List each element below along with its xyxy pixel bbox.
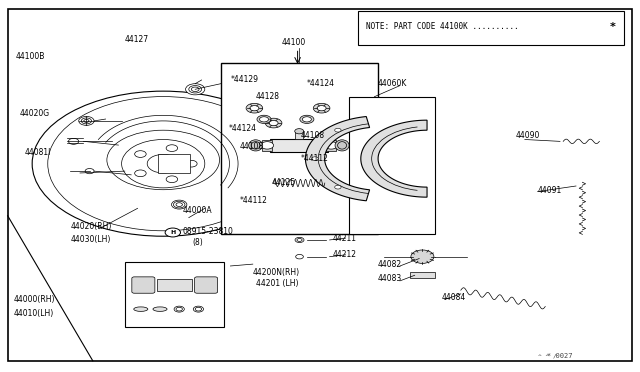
Ellipse shape xyxy=(134,307,148,311)
Ellipse shape xyxy=(32,91,294,236)
Circle shape xyxy=(294,129,304,134)
Circle shape xyxy=(411,250,434,263)
Ellipse shape xyxy=(257,115,271,124)
Text: NOTE: PART CODE 44100K ..........: NOTE: PART CODE 44100K .......... xyxy=(366,22,518,31)
Bar xyxy=(358,11,624,45)
Bar xyxy=(125,262,224,327)
Circle shape xyxy=(166,176,178,183)
Text: 44127: 44127 xyxy=(125,35,149,44)
Text: 44060K: 44060K xyxy=(378,79,407,88)
Text: 44100: 44100 xyxy=(282,38,306,47)
Circle shape xyxy=(324,142,338,149)
Circle shape xyxy=(147,154,179,173)
Ellipse shape xyxy=(302,117,312,122)
Circle shape xyxy=(172,200,187,209)
Ellipse shape xyxy=(248,140,262,151)
Polygon shape xyxy=(361,120,427,197)
Text: *: * xyxy=(609,22,616,32)
Text: 44200N(RH): 44200N(RH) xyxy=(253,268,300,277)
Text: 44000A: 44000A xyxy=(182,206,212,215)
Circle shape xyxy=(296,254,303,259)
FancyBboxPatch shape xyxy=(132,277,155,293)
Text: 44211: 44211 xyxy=(333,234,357,243)
Text: 44090: 44090 xyxy=(515,131,540,140)
Text: 44081l: 44081l xyxy=(24,148,51,157)
Text: 44212: 44212 xyxy=(333,250,357,259)
Circle shape xyxy=(266,118,282,128)
Text: ^ ^ /: ^ ^ / xyxy=(538,354,556,359)
Circle shape xyxy=(312,157,318,161)
Circle shape xyxy=(186,160,197,167)
Bar xyxy=(270,139,328,152)
Text: (8): (8) xyxy=(192,238,203,247)
Text: 44108: 44108 xyxy=(240,142,264,151)
Circle shape xyxy=(85,169,94,174)
Circle shape xyxy=(314,103,330,113)
Text: 44010(LH): 44010(LH) xyxy=(14,309,54,318)
Text: 44100B: 44100B xyxy=(16,52,45,61)
Ellipse shape xyxy=(335,140,349,151)
Circle shape xyxy=(250,106,259,111)
Circle shape xyxy=(165,228,180,237)
Bar xyxy=(295,132,303,139)
Circle shape xyxy=(193,306,204,312)
Circle shape xyxy=(295,237,304,243)
Circle shape xyxy=(122,140,205,188)
Circle shape xyxy=(191,87,199,92)
Text: *44124: *44124 xyxy=(307,79,335,88)
Circle shape xyxy=(261,142,274,149)
Circle shape xyxy=(134,170,146,177)
Text: 44082: 44082 xyxy=(378,260,402,269)
Circle shape xyxy=(246,103,263,113)
Circle shape xyxy=(174,306,184,312)
Text: 44091: 44091 xyxy=(538,186,562,195)
Text: 44030(LH): 44030(LH) xyxy=(70,235,111,244)
Circle shape xyxy=(335,185,341,189)
Text: *44129: *44129 xyxy=(230,76,259,84)
Text: 44020G: 44020G xyxy=(19,109,49,118)
Text: H: H xyxy=(170,230,175,235)
Ellipse shape xyxy=(260,117,269,122)
Text: *44124: *44124 xyxy=(228,124,257,133)
Circle shape xyxy=(186,84,205,95)
Ellipse shape xyxy=(153,307,167,311)
Text: *44112: *44112 xyxy=(301,154,329,163)
Text: 44020(RH): 44020(RH) xyxy=(70,222,112,231)
Bar xyxy=(158,154,190,173)
Ellipse shape xyxy=(300,115,314,124)
Circle shape xyxy=(317,106,326,111)
Circle shape xyxy=(269,121,278,126)
Bar xyxy=(157,279,192,291)
Text: 44084: 44084 xyxy=(442,293,466,302)
Ellipse shape xyxy=(107,130,220,190)
Bar xyxy=(326,140,337,151)
Text: *44112: *44112 xyxy=(240,196,268,205)
Bar xyxy=(221,63,378,234)
FancyBboxPatch shape xyxy=(195,277,218,293)
Text: 44128: 44128 xyxy=(256,92,280,101)
Circle shape xyxy=(166,145,178,151)
Text: 44083: 44083 xyxy=(378,274,402,283)
Text: 08915-23810: 08915-23810 xyxy=(182,227,233,236)
Bar xyxy=(410,272,435,278)
Text: 44201 (LH): 44201 (LH) xyxy=(256,279,298,288)
Circle shape xyxy=(335,128,341,132)
Polygon shape xyxy=(305,116,369,201)
Circle shape xyxy=(68,138,79,144)
Text: 44108: 44108 xyxy=(301,131,325,140)
Circle shape xyxy=(79,116,94,125)
Circle shape xyxy=(189,86,202,93)
Text: * 0027: * 0027 xyxy=(547,353,573,359)
Bar xyxy=(349,97,435,234)
Text: 44000(RH): 44000(RH) xyxy=(14,295,56,304)
Text: 44125: 44125 xyxy=(272,178,296,187)
Circle shape xyxy=(134,151,146,157)
Bar xyxy=(262,140,273,151)
